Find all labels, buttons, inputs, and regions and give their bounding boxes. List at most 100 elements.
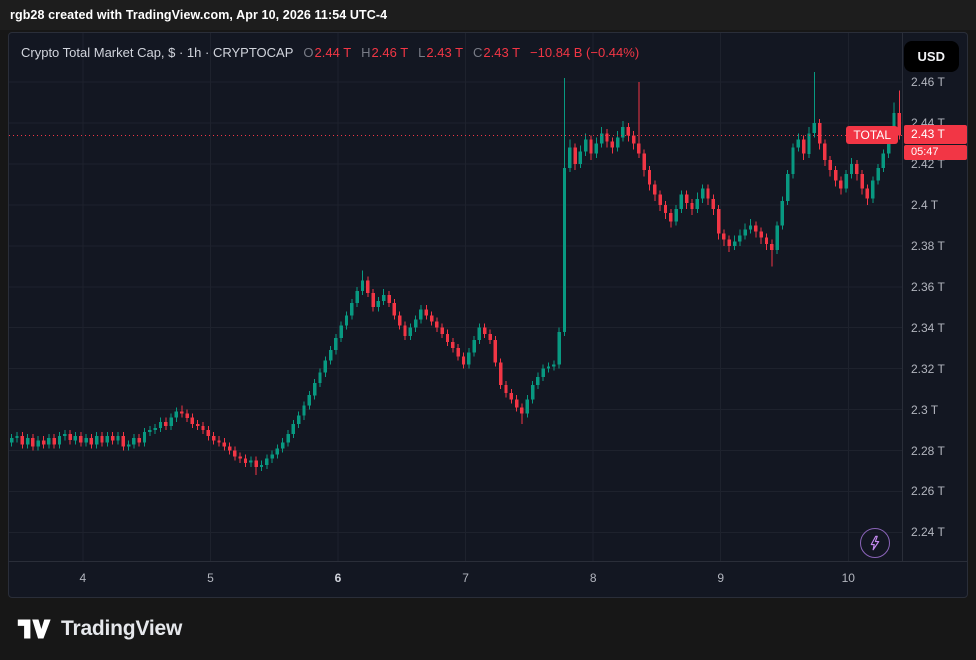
candle-body (887, 139, 891, 154)
candle-body (121, 436, 125, 447)
candle-body (881, 153, 886, 168)
candle-body (190, 417, 195, 424)
candle-body (578, 151, 583, 164)
candle-body (174, 411, 179, 418)
candle-body (254, 460, 258, 467)
candle-body (25, 438, 30, 445)
candle-body (142, 432, 147, 443)
candle-body (855, 164, 859, 175)
candle-body (839, 180, 843, 189)
candle-body (743, 229, 747, 236)
candle-body (754, 225, 758, 232)
candle-body (180, 411, 184, 414)
price-axis-label: 2.46 T (911, 75, 945, 90)
ohlc-close-value: 2.43 T (483, 45, 521, 60)
ohlc-low-value: 2.43 T (426, 45, 464, 60)
candle-body (568, 147, 572, 169)
candle-body (63, 434, 67, 437)
candle-body (307, 395, 311, 406)
candle-body (185, 413, 189, 418)
candle-body (47, 438, 51, 445)
candle-body (780, 200, 785, 226)
bar-countdown: 05:47 (904, 145, 967, 161)
candle-body (249, 460, 253, 463)
candle-body (302, 405, 306, 416)
candle-body (10, 438, 14, 443)
candle-body (600, 133, 604, 144)
candle-body (15, 436, 19, 439)
candle-body (865, 188, 870, 199)
candle-body (392, 303, 397, 316)
candle-body (626, 127, 630, 136)
candle-body (727, 239, 731, 246)
boost-button[interactable] (860, 528, 890, 558)
candlestick-plot[interactable] (9, 33, 902, 561)
candle-body (631, 135, 636, 144)
time-axis-label: 8 (589, 571, 597, 585)
change-value: −10.84 B (−0.44%) (530, 45, 640, 60)
candle-body (259, 464, 264, 467)
candle-body (36, 440, 40, 447)
candle-body (786, 174, 790, 201)
candle-body (227, 446, 232, 451)
candle-body (275, 448, 280, 455)
candle-body (488, 333, 492, 340)
candle-body (201, 425, 205, 430)
price-axis-label: 2.32 T (911, 361, 945, 376)
ohlc-close-label: C (473, 45, 483, 60)
candle-body (520, 407, 524, 414)
candle-body (892, 112, 896, 140)
candle-body (467, 352, 471, 365)
candle-body (472, 340, 476, 353)
candle-body (530, 385, 535, 400)
candle-body (552, 364, 556, 367)
candle-body (126, 444, 131, 447)
candle-body (690, 202, 694, 209)
candle-body (424, 309, 428, 316)
candle-body (546, 366, 551, 369)
candle-body (770, 243, 774, 250)
candle-body (802, 139, 806, 154)
candle-body (132, 438, 136, 445)
candle-body (217, 440, 221, 443)
candle-body (483, 327, 487, 334)
symbol-title[interactable]: Crypto Total Market Cap, $ · 1h · CRYPTO… (21, 45, 294, 60)
candle-body (376, 301, 381, 308)
ohlc-low-label: L (418, 45, 426, 60)
currency-button[interactable]: USD (903, 41, 959, 72)
time-axis-label: 9 (717, 571, 725, 585)
candle-body (653, 184, 657, 195)
candle-body (105, 436, 109, 443)
candle-body (84, 438, 88, 443)
candle-body (158, 421, 163, 428)
candle-body (509, 393, 513, 400)
candle-body (328, 350, 333, 361)
candle-body (605, 133, 609, 142)
candle-body (701, 188, 705, 199)
candle-body (871, 180, 875, 199)
price-axis-label: 2.36 T (911, 279, 945, 294)
tradingview-logo[interactable] (16, 616, 52, 642)
candle-body (344, 315, 349, 326)
candle-body (68, 434, 72, 441)
candle-body (791, 147, 795, 175)
candle-body (429, 315, 434, 322)
candle-body (79, 436, 83, 443)
candle-body (451, 342, 455, 349)
candle-body (461, 356, 466, 365)
time-axis[interactable]: 4 5 6 7 8 9 10 (9, 561, 967, 597)
candle-body (844, 174, 848, 189)
time-axis-label: 6 (334, 571, 342, 585)
plot-area[interactable]: TOTAL (9, 33, 902, 561)
candle-body (31, 438, 35, 447)
candle-body (706, 188, 710, 199)
candle-body (807, 133, 811, 154)
candle-body (695, 198, 700, 209)
candle-body (323, 360, 327, 373)
candle-body (812, 123, 816, 134)
candle-body (312, 383, 317, 396)
candle-body (398, 315, 402, 326)
candle-body (642, 153, 646, 171)
price-axis[interactable]: 2.43 T 05:47 2.46 T 2.44 T 2.42 T 2.4 T 2.38… (902, 33, 967, 561)
candle-body (833, 170, 838, 181)
